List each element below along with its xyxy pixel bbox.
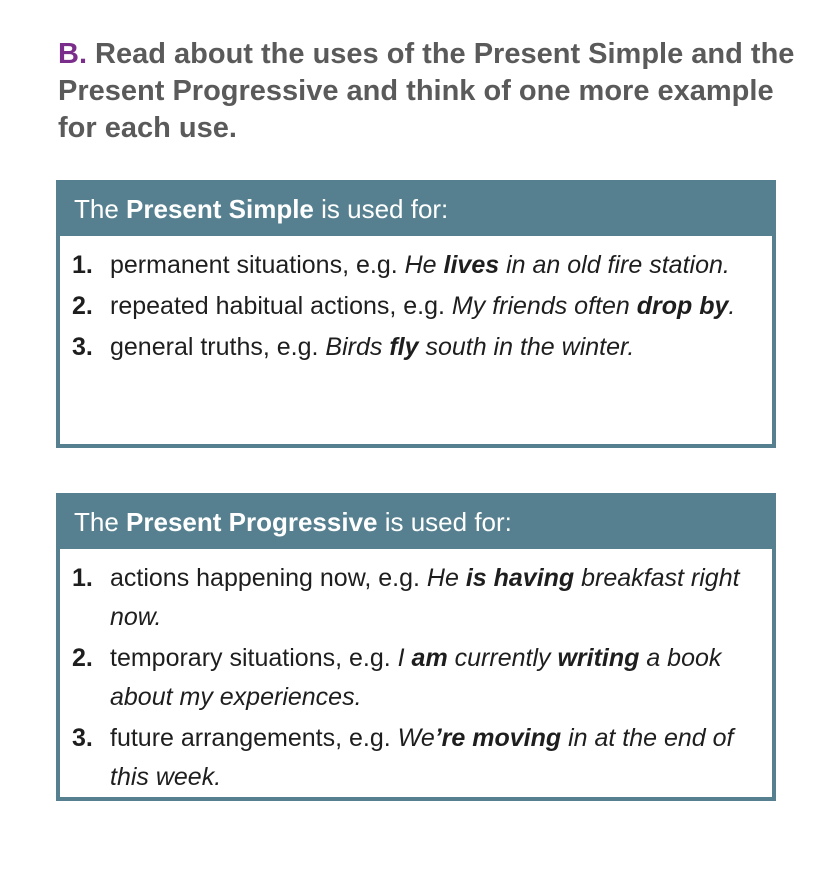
example-verb: writing — [557, 644, 640, 672]
example-text: in an old fire station. — [499, 251, 730, 279]
use-text: repeated habitual actions, e.g. — [110, 292, 452, 320]
example-verb: lives — [443, 251, 500, 279]
present-simple-list: 1. permanent situations, e.g. He lives in… — [60, 236, 772, 367]
example-verb: am — [411, 644, 448, 672]
example-text: . — [728, 292, 736, 320]
example-verb: fly — [389, 333, 419, 361]
use-text: temporary situations, e.g. — [110, 644, 398, 672]
exercise-letter: B. — [58, 38, 87, 70]
example-text: My friends often — [451, 292, 637, 320]
example-verb: drop by — [636, 292, 729, 320]
header-text: is used for: — [377, 507, 512, 537]
example-text: He — [426, 564, 466, 592]
example-text: south in the winter. — [418, 333, 635, 361]
item-number: 1. — [72, 251, 93, 279]
header-tense-name: Present Progressive — [126, 507, 378, 537]
present-simple-header: The Present Simple is used for: — [60, 184, 772, 236]
use-text: general truths, e.g. — [110, 333, 326, 361]
item-number: 3. — [72, 333, 93, 361]
present-progressive-list: 1. actions happening now, e.g. He is havi… — [60, 549, 772, 797]
example-text: I — [397, 644, 412, 672]
present-simple-box: The Present Simple is used for: 1. perman… — [56, 180, 776, 448]
list-item: 2. repeated habitual actions, e.g. My fri… — [72, 287, 758, 326]
list-item: 3. general truths, e.g. Birds fly south i… — [72, 328, 758, 367]
example-text: breakfast right now. — [110, 564, 740, 631]
item-number: 1. — [72, 564, 93, 592]
example-text: We — [397, 724, 435, 752]
example-text: a book about my experiences. — [110, 644, 722, 711]
use-text: actions happening now, e.g. — [110, 564, 427, 592]
present-progressive-header: The Present Progressive is used for: — [60, 497, 772, 549]
header-tense-name: Present Simple — [126, 194, 314, 224]
example-text: Birds — [325, 333, 390, 361]
example-text: in at the end of this week. — [110, 724, 734, 791]
header-text: The — [74, 194, 127, 224]
list-item: 1. permanent situations, e.g. He lives in… — [72, 246, 758, 285]
example-text: currently — [447, 644, 558, 672]
use-text: future arrangements, e.g. — [110, 724, 398, 752]
list-item: 1. actions happening now, e.g. He is havi… — [72, 559, 758, 637]
header-text: is used for: — [313, 194, 449, 224]
present-progressive-box: The Present Progressive is used for: 1. a… — [56, 493, 776, 801]
use-text: permanent situations, e.g. — [110, 251, 405, 279]
instruction-text: Read about the uses of the Present Simpl… — [58, 38, 795, 144]
list-item: 2. temporary situations, e.g. I am curren… — [72, 639, 758, 717]
example-text: He — [404, 251, 444, 279]
example-verb: is having — [465, 564, 575, 592]
example-verb: ’re moving — [434, 724, 562, 752]
list-item: 3. future arrangements, e.g. We’re moving… — [72, 719, 758, 797]
header-text: The — [74, 507, 127, 537]
exercise-instruction: B. Read about the uses of the Present Si… — [58, 36, 798, 147]
item-number: 2. — [72, 292, 93, 320]
item-number: 2. — [72, 644, 93, 672]
item-number: 3. — [72, 724, 93, 752]
